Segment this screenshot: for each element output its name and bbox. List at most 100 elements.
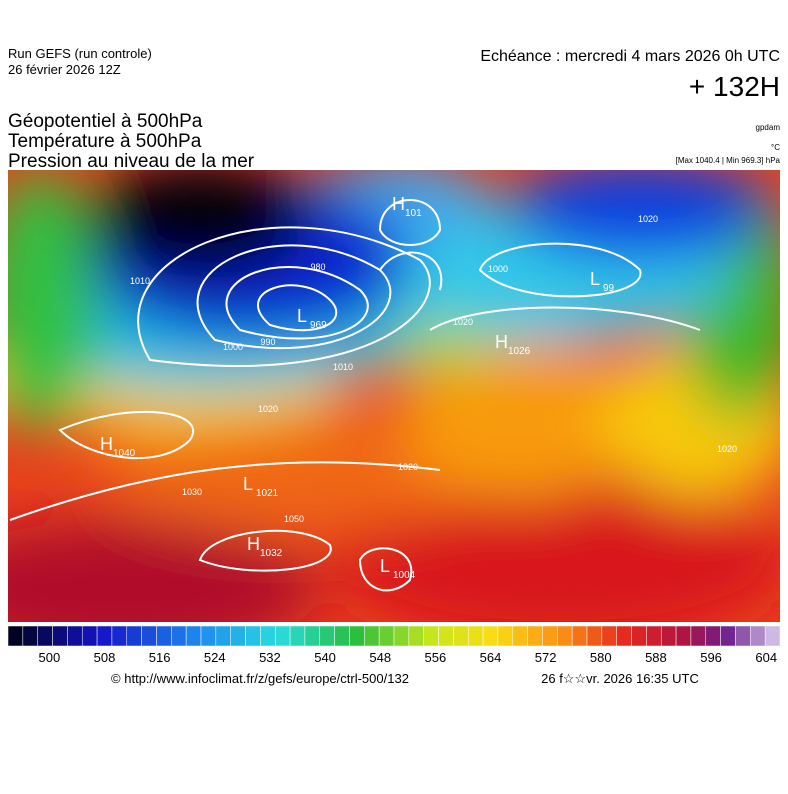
- isobar-label: 1010: [333, 362, 353, 372]
- center-type: H: [247, 534, 260, 554]
- colorbar-swatch: [393, 625, 410, 647]
- colorbar-swatch: [22, 625, 38, 647]
- colorbar-swatch: [720, 625, 736, 647]
- colorbar-swatch: [171, 625, 187, 647]
- colorbar-tick-label: 540: [314, 650, 336, 665]
- colorbar-swatch: [467, 625, 484, 647]
- unit-label: gpdam: [756, 123, 781, 132]
- colorbar-swatch: [764, 625, 781, 647]
- center-value: 1021: [256, 488, 279, 499]
- center-value: 99: [603, 283, 615, 294]
- center-type: L: [590, 269, 600, 289]
- layer-title: Température à 500hPa: [8, 131, 202, 152]
- colorbar-swatch: [660, 625, 677, 647]
- isobar-labels: 990 1000 1010 980 1020 1030 1050 1010 1020 1000 10…: [130, 214, 737, 524]
- layer-title: Pression au niveau de la mer: [8, 151, 255, 172]
- colorbar-swatch: [81, 625, 98, 647]
- colorbar: 500 508 516 524 532 540 548 556 564 572 580 588 596 6…: [7, 625, 781, 665]
- isobar-label: 1020: [258, 404, 278, 414]
- colorbar-swatch: [646, 625, 662, 647]
- map: [8, 170, 780, 622]
- center-type: L: [380, 556, 390, 576]
- colorbar-swatch: [349, 625, 365, 647]
- colorbar-swatch: [37, 625, 53, 647]
- center-type: L: [243, 474, 253, 494]
- echeance: Echéance : mercredi 4 mars 2026 0h UTC: [480, 48, 780, 65]
- colorbar-swatch: [7, 625, 24, 647]
- colorbar-swatch: [601, 625, 617, 647]
- timestamp: 26 f☆☆vr. 2026 16:35 UTC: [541, 671, 699, 686]
- center-type: H: [392, 194, 405, 214]
- colorbar-swatch: [408, 625, 424, 647]
- colorbar-tick-label: 580: [590, 650, 612, 665]
- colorbar-swatch: [705, 625, 721, 647]
- colorbar-tick-label: 516: [149, 650, 171, 665]
- source-url: © http://www.infoclimat.fr/z/gefs/europe…: [111, 671, 409, 686]
- colorbar-swatch: [334, 625, 350, 647]
- colorbar-swatch: [735, 625, 751, 647]
- colorbar-swatch: [215, 625, 231, 647]
- isobar-label: 1030: [182, 487, 202, 497]
- colorbar-swatch: [542, 625, 558, 647]
- run-label: Run GEFS (run controle): [8, 46, 152, 61]
- isobar-label: 1000: [223, 342, 243, 352]
- isobar-label: 1000: [488, 264, 508, 274]
- colorbar-swatch: [482, 625, 499, 647]
- center-type: H: [100, 434, 113, 454]
- colorbar-swatch: [245, 625, 261, 647]
- colorbar-swatch: [111, 625, 128, 647]
- colorbar-swatch: [527, 625, 543, 647]
- isobar-label: 1020: [717, 444, 737, 454]
- colorbar-swatch: [512, 625, 528, 647]
- colorbar-swatch: [423, 625, 439, 647]
- isobar-label: 990: [260, 337, 275, 347]
- colorbar-swatch: [438, 625, 454, 647]
- colorbar-swatch: [378, 625, 395, 647]
- colorbar-swatch: [200, 625, 217, 647]
- colorbar-swatch: [126, 625, 142, 647]
- center-value: 1040: [113, 448, 136, 459]
- colorbar-tick-label: 564: [480, 650, 502, 665]
- colorbar-tick-label: 548: [369, 650, 391, 665]
- center-value: 1004: [393, 570, 416, 581]
- colorbar-tick-label: 508: [94, 650, 116, 665]
- colorbar-swatch: [52, 625, 68, 647]
- colorbar-swatch: [141, 625, 157, 647]
- colorbar-swatch: [690, 625, 707, 647]
- colorbar-swatch: [185, 625, 202, 647]
- center-value: 1032: [260, 548, 283, 559]
- colorbar-swatch: [616, 625, 632, 647]
- center-type: H: [495, 332, 508, 352]
- colorbar-swatch: [631, 625, 647, 647]
- colorbar-tick-label: 500: [39, 650, 61, 665]
- colorbar-swatch: [364, 625, 380, 647]
- center-value: 101: [405, 208, 422, 219]
- colorbar-swatch: [96, 625, 113, 647]
- colorbar-swatch: [156, 625, 172, 647]
- colorbar-swatch: [497, 625, 514, 647]
- isobar-label: 1010: [130, 276, 150, 286]
- colorbar-tick-label: 596: [700, 650, 722, 665]
- colorbar-swatch: [230, 625, 246, 647]
- colorbar-tick-label: 524: [204, 650, 226, 665]
- isobar-label: 1050: [284, 514, 304, 524]
- colorbar-swatch: [67, 625, 83, 647]
- unit-label: [Max 1040.4 | Min 969.3] hPa: [676, 156, 781, 165]
- lead-time: + 132H: [689, 71, 780, 102]
- isobar-label: 980: [310, 262, 325, 272]
- colorbar-swatch: [260, 625, 276, 647]
- colorbar-swatch: [586, 625, 603, 647]
- colorbar-swatch: [274, 625, 291, 647]
- colorbar-tick-label: 604: [755, 650, 777, 665]
- colorbar-tick-label: 588: [645, 650, 667, 665]
- run-date: 26 février 2026 12Z: [8, 62, 121, 77]
- colorbar-tick-label: 572: [535, 650, 557, 665]
- colorbar-swatch: [453, 625, 469, 647]
- colorbar-swatch: [289, 625, 306, 647]
- colorbar-tick-label: 532: [259, 650, 281, 665]
- colorbar-tick-label: 556: [425, 650, 447, 665]
- colorbar-swatch: [571, 625, 588, 647]
- colorbar-swatch: [750, 625, 766, 647]
